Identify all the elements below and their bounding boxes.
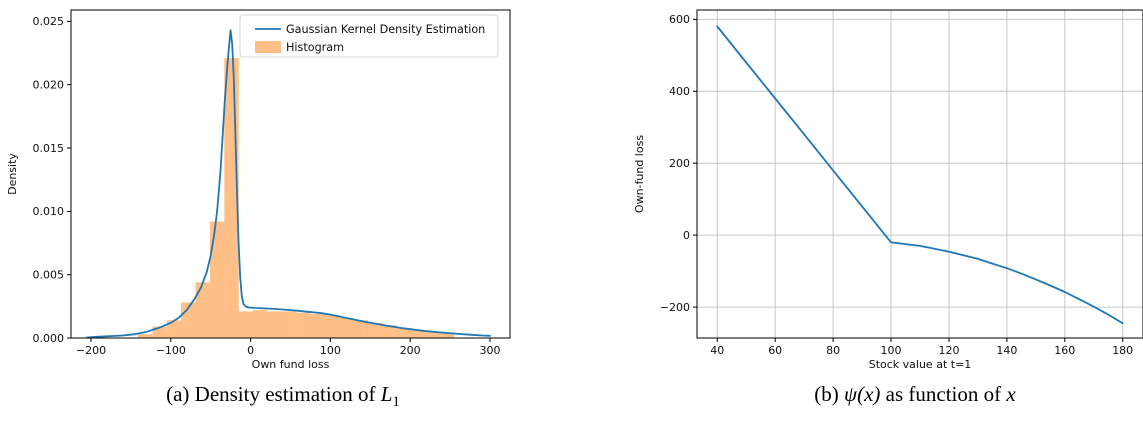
legend-patch-sample (255, 41, 281, 53)
histogram-bar (396, 327, 412, 338)
histogram-bar (324, 315, 340, 338)
y-tick-label: 0 (683, 229, 690, 242)
x-tick-label: 120 (939, 344, 960, 357)
caption-a-subscript: 1 (392, 394, 400, 411)
x-tick-label: 60 (768, 344, 782, 357)
x-tick-label: 100 (881, 344, 902, 357)
chart-b-psi-function: 40 60 80 100 120 140 160 180 −200 0 200 400 600 Stock… (633, 9, 1143, 371)
x-tick-label: 80 (826, 344, 840, 357)
caption-a-math: L (380, 382, 393, 406)
legend-label: Gaussian Kernel Density Estimation (286, 23, 485, 36)
histogram-bar (267, 311, 282, 338)
x-axis-label: Stock value at t=1 (869, 358, 972, 371)
x-tick-label: 140 (996, 344, 1017, 357)
psi-line (716, 25, 1124, 325)
y-tick-label: 600 (669, 13, 690, 26)
axes-box (70, 9, 511, 339)
caption-b-mid: as function of (880, 382, 1007, 406)
y-axis-label: Density (6, 153, 19, 195)
x-tick-label: 300 (480, 344, 501, 357)
x-tick-label: 0 (247, 344, 254, 357)
y-tick-label: 0.025 (33, 15, 65, 28)
histogram-bar (411, 330, 426, 338)
histogram-bar (353, 320, 368, 338)
caption-b-prefix: (b) (814, 382, 845, 406)
histogram-bar (138, 334, 153, 338)
caption-b: (b) ψ(x) as function of x (665, 382, 1143, 407)
y-tick-label: −200 (660, 301, 690, 314)
legend-box (239, 14, 499, 58)
y-tick-label: 0.010 (33, 205, 65, 218)
x-tick-label: 40 (710, 344, 724, 357)
histogram-bar (281, 311, 297, 338)
figure-a: −200 −100 0 100 200 300 0.000 0.005 0.010 0.015 0.… (0, 0, 565, 382)
y-tick-label: 0.005 (33, 269, 65, 282)
histogram-bar (382, 325, 397, 338)
axes-box (696, 9, 1143, 339)
histogram-bar (209, 221, 225, 338)
caption-b-math-x: x (1006, 382, 1016, 406)
x-axis-label: Own fund loss (252, 358, 330, 371)
histogram-bar (339, 317, 354, 338)
histogram-bar (310, 313, 325, 338)
kde-line (86, 29, 491, 339)
histogram-bar (296, 312, 311, 338)
caption-b-math-psi: ψ(x) (844, 382, 881, 406)
histogram-bar (238, 311, 253, 338)
y-tick-label: 200 (669, 157, 690, 170)
histogram-bar (253, 310, 268, 338)
histogram-bar (195, 282, 210, 338)
legend-label: Histogram (286, 41, 344, 54)
y-tick-label: 400 (669, 85, 690, 98)
caption-a-prefix: (a) Density estimation of (166, 382, 381, 406)
y-tick-label: 0.000 (33, 332, 65, 345)
x-tick-label: −100 (156, 344, 186, 357)
x-tick-label: −200 (76, 344, 106, 357)
figure-b: 40 60 80 100 120 140 160 180 −200 0 200 400 600 Stock… (571, 0, 1143, 382)
x-tick-label: 200 (400, 344, 421, 357)
histogram-bar (439, 332, 455, 338)
histogram-bar (152, 326, 167, 338)
x-tick-label: 160 (1054, 344, 1075, 357)
y-tick-label: 0.020 (33, 79, 65, 92)
histogram-bar (367, 322, 383, 338)
histogram-bar (166, 320, 182, 338)
y-axis-label: Own-fund loss (633, 135, 646, 213)
caption-a: (a) Density estimation of L1 (33, 382, 533, 411)
chart-a-density-estimation: −200 −100 0 100 200 300 0.000 0.005 0.010 0.015 0.… (6, 9, 511, 371)
histogram-bar (425, 331, 440, 338)
x-tick-label: 100 (320, 344, 341, 357)
x-tick-label: 180 (1112, 344, 1133, 357)
y-tick-label: 0.015 (33, 142, 65, 155)
